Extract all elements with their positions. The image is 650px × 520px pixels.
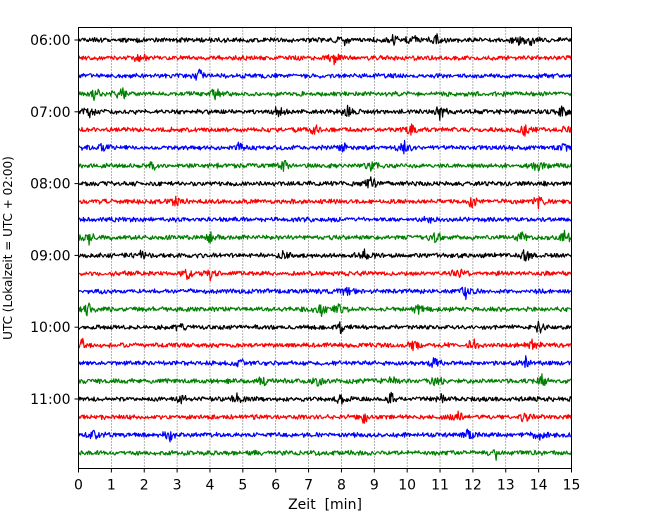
y-tick-label: 07:00 [30,105,70,121]
y-tick-label: 10:00 [30,320,70,336]
x-tick-label: 6 [271,478,280,494]
trace-layer [77,33,573,461]
y-tick-label: 09:00 [30,248,70,264]
plot-frame [78,27,572,469]
trace-0645 [78,87,572,101]
trace-0930 [78,286,572,301]
x-tick-label: 9 [370,478,379,494]
trace-1015 [78,337,573,352]
trace-0945 [77,302,572,317]
x-axis: 0 1 2 3 4 5 6 7 8 9 10 11 12 13 14 15 [74,468,581,494]
trace-0815 [78,195,573,210]
trace-0715 [77,123,573,137]
trace-1130 [77,428,572,443]
trace-0915 [78,268,573,282]
trace-0730 [78,139,573,155]
x-axis-label: Zeit [min] [288,497,362,513]
x-tick-label: 14 [530,478,548,494]
x-tick-label: 13 [497,478,515,494]
x-tick-label: 3 [173,478,182,494]
x-tick-label: 4 [206,478,215,494]
trace-0900 [77,248,572,262]
x-tick-label: 0 [74,478,83,494]
y-axis-label: UTC (Lokalzeit = UTC + 02:00) [1,156,15,340]
trace-1115 [77,410,572,424]
trace-0630 [78,68,573,81]
trace-0800 [77,176,572,189]
trace-0830 [78,215,572,224]
x-tick-label: 15 [563,478,581,494]
x-tick-label: 8 [337,478,346,494]
y-tick-label: 06:00 [30,33,70,49]
trace-0600 [77,33,572,47]
trace-1045 [77,373,573,387]
y-tick-label: 08:00 [30,177,70,193]
trace-0700 [77,104,572,121]
x-tick-label: 2 [140,478,149,494]
y-axis: 06:00 07:00 08:00 09:00 10:00 11:00 [30,33,79,408]
x-tick-label: 11 [431,478,449,494]
trace-1000 [78,320,573,335]
x-tick-label: 12 [464,478,482,494]
x-tick-label: 10 [398,478,416,494]
trace-1145 [78,449,573,461]
trace-0845 [77,229,572,246]
trace-1030 [77,355,572,369]
trace-1100 [78,391,573,405]
trace-0745 [77,159,572,172]
trace-0615 [77,53,573,66]
x-tick-label: 1 [107,478,116,494]
x-tick-label: 5 [238,478,247,494]
y-tick-label: 11:00 [30,392,70,408]
x-tick-label: 7 [304,478,313,494]
